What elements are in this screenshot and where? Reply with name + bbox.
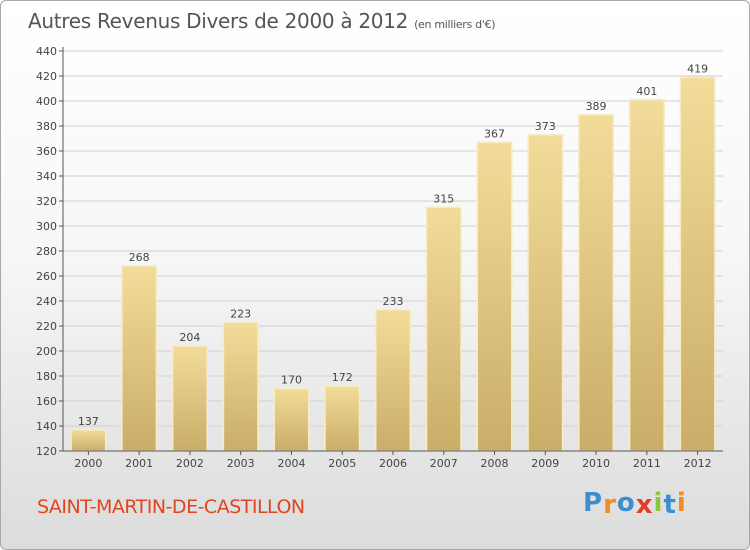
data-label: 233	[383, 295, 404, 308]
axes: 120 140 160 180 200 220 240 260 280 300 320 340 360 3…	[36, 45, 723, 470]
y-tick-label: 280	[36, 245, 57, 258]
y-tick-label: 440	[36, 45, 57, 58]
logo-letter: i	[676, 488, 687, 518]
bar-2011	[628, 99, 665, 452]
x-tick-label: 2012	[684, 457, 712, 470]
x-tick-label: 2011	[633, 457, 661, 470]
chart-subtitle: (en milliers d'€)	[414, 18, 496, 31]
x-tick-label: 2001	[125, 457, 153, 470]
bar-2008	[476, 141, 513, 452]
logo-letter: P	[583, 488, 604, 518]
bar-2012	[679, 76, 716, 452]
y-tick-label: 180	[36, 370, 57, 383]
y-tick-label: 220	[36, 320, 57, 333]
data-label: 204	[179, 331, 200, 344]
logo-letter: o	[616, 488, 636, 518]
data-label: 401	[636, 85, 657, 98]
data-label: 268	[129, 251, 150, 264]
data-label: 389	[586, 100, 607, 113]
bar-2009	[527, 134, 564, 452]
bar-2003	[222, 321, 259, 452]
commune-name: SAINT-MARTIN-DE-CASTILLON	[37, 496, 305, 518]
x-tick-label: 2000	[74, 457, 102, 470]
x-tick-label: 2006	[379, 457, 407, 470]
y-tick-label: 120	[36, 445, 57, 458]
bar-2010	[578, 114, 615, 452]
data-label: 137	[78, 415, 99, 428]
data-label: 419	[687, 62, 708, 75]
logo-letter: x	[635, 490, 654, 520]
x-tick-label: 2004	[277, 457, 305, 470]
data-label: 373	[535, 120, 556, 133]
y-tick-label: 420	[36, 70, 57, 83]
chart-title: Autres Revenus Divers de 2000 à 2012 (en …	[28, 9, 496, 33]
bar-2000	[70, 429, 107, 452]
bar-2005	[324, 385, 361, 452]
logo-letter: t	[663, 490, 677, 520]
data-label: 367	[484, 127, 505, 140]
data-label: 172	[332, 371, 353, 384]
bar-2002	[171, 345, 208, 452]
data-labels: 137 268 204 223 170 172 233 315 367 373 389 401 419	[78, 62, 708, 428]
x-tick-label: 2005	[328, 457, 356, 470]
x-tick-label: 2007	[430, 457, 458, 470]
bar-2006	[374, 309, 412, 452]
chart-title-text: Autres Revenus Divers de 2000 à 2012	[28, 9, 409, 33]
bar-2004	[273, 387, 310, 452]
y-tick-label: 400	[36, 95, 57, 108]
y-tick-label: 260	[36, 270, 57, 283]
logo-letter: r	[603, 490, 617, 520]
y-tick-label: 240	[36, 295, 57, 308]
x-tick-label: 2002	[176, 457, 204, 470]
y-tick-label: 140	[36, 420, 57, 433]
bars	[70, 76, 716, 452]
x-tick-label: 2010	[582, 457, 610, 470]
y-tick-label: 160	[36, 395, 57, 408]
bar-2007	[425, 206, 462, 452]
y-tick-label: 340	[36, 170, 57, 183]
y-tick-label: 360	[36, 145, 57, 158]
x-tick-label: 2009	[531, 457, 559, 470]
bar-2001	[121, 265, 158, 452]
y-tick-label: 380	[36, 120, 57, 133]
proxiti-logo: Proxiti	[583, 488, 687, 520]
data-label: 315	[433, 192, 454, 205]
y-tick-label: 300	[36, 220, 57, 233]
y-tick-label: 200	[36, 345, 57, 358]
data-label: 223	[230, 307, 251, 320]
x-tick-label: 2008	[481, 457, 509, 470]
data-label: 170	[281, 374, 302, 387]
logo-letter: i	[653, 488, 664, 518]
x-tick-label: 2003	[227, 457, 255, 470]
y-tick-label: 320	[36, 195, 57, 208]
